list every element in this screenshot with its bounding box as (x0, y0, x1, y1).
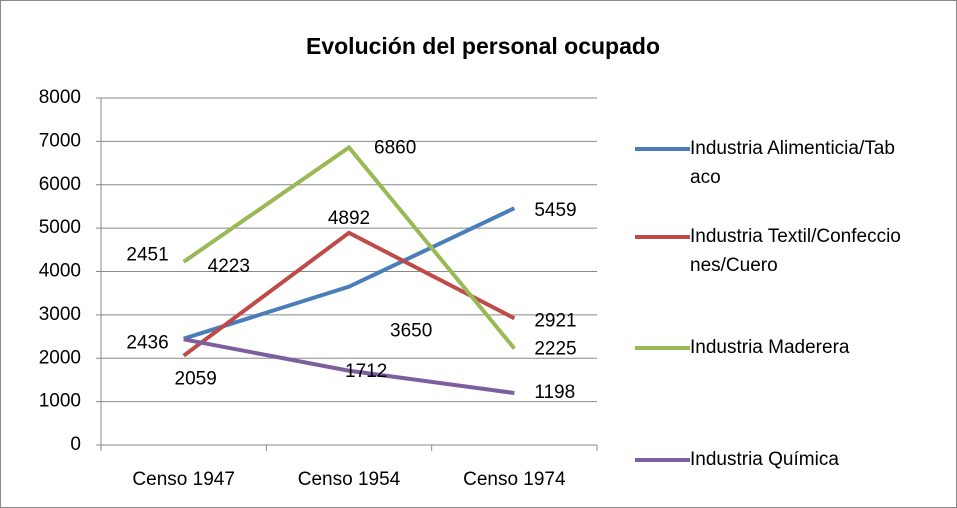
y-tick-label: 6000 (39, 174, 81, 195)
y-tick-label: 5000 (39, 217, 81, 238)
legend-label: Industria Textil/Confecciones/Cuero (690, 226, 901, 276)
series-line (182, 230, 516, 358)
data-label: 2059 (175, 369, 217, 390)
series-line (183, 206, 516, 341)
data-label: 2436 (126, 332, 168, 353)
data-label: 2451 (126, 245, 168, 266)
data-label: 3650 (390, 321, 432, 342)
y-tick-label: 0 (70, 434, 81, 455)
data-label: 1198 (534, 382, 575, 403)
chart-title: Evolución del personal ocupado (306, 33, 660, 59)
data-label: 2921 (534, 310, 576, 331)
y-tick-label: 8000 (39, 87, 81, 108)
data-label: 4892 (328, 208, 370, 229)
series-line (182, 144, 516, 350)
x-tick-label: Censo 1947 (132, 469, 234, 490)
data-label: 6860 (374, 137, 416, 158)
legend-label: Industria Maderera (690, 337, 850, 358)
legend-label: Industria Alimenticia/Tabaco (690, 138, 895, 188)
x-tick-label: Censo 1974 (463, 469, 566, 490)
data-label: 2225 (534, 339, 576, 360)
data-label: 4223 (208, 256, 250, 277)
series-line (183, 337, 515, 396)
y-tick-label: 7000 (39, 130, 81, 151)
y-tick-label: 2000 (39, 347, 81, 368)
x-tick-label: Censo 1954 (298, 469, 401, 490)
data-label: 5459 (534, 200, 576, 221)
y-tick-label: 4000 (39, 261, 81, 282)
y-tick-label: 1000 (39, 391, 81, 412)
y-tick-label: 3000 (39, 304, 81, 325)
legend-label: Industria Química (690, 449, 839, 470)
data-label: 1712 (345, 361, 387, 382)
